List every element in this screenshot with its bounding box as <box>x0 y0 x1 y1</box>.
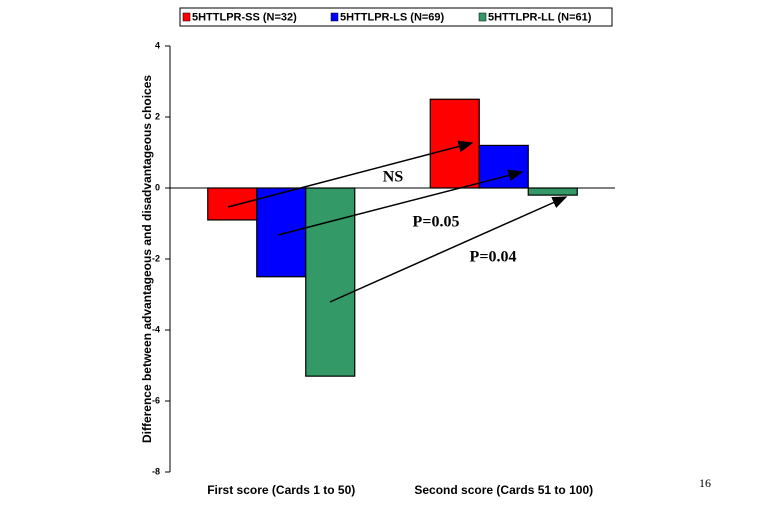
bar <box>256 187 307 278</box>
y-tick-label: -8 <box>152 466 160 476</box>
arrow <box>329 196 568 303</box>
legend-swatch <box>478 12 487 22</box>
annotation: P=0.04 <box>470 249 517 266</box>
arrow <box>227 140 474 208</box>
x-tick-label: First score (Cards 1 to 50) <box>207 483 355 497</box>
bar <box>305 187 356 377</box>
legend-label: 5HTTLPR-SS (N=32) <box>192 11 297 23</box>
x-tick-label: Second score (Cards 51 to 100) <box>414 483 593 497</box>
bar <box>207 187 258 221</box>
legend-label: 5HTTLPR-LL (N=61) <box>488 11 592 23</box>
legend-box <box>179 7 613 27</box>
arrows <box>227 140 568 303</box>
annotation: NS <box>383 169 404 186</box>
arrow <box>277 169 524 236</box>
bar <box>527 187 578 196</box>
y-tick-label: 2 <box>155 111 160 121</box>
y-tick-label: 4 <box>155 40 160 50</box>
y-tick-label: 0 <box>155 182 160 192</box>
y-tick-label: -6 <box>152 395 160 405</box>
y-tick-label: -2 <box>152 253 160 263</box>
y-axis-title: Difference between advantageous and disa… <box>140 75 154 443</box>
legend-swatch <box>330 12 339 22</box>
page-number: 16 <box>699 476 711 490</box>
annotation: P=0.05 <box>413 214 460 231</box>
legend-swatch <box>182 12 191 22</box>
y-tick-label: -4 <box>152 324 160 334</box>
legend-label: 5HTTLPR-LS (N=69) <box>340 11 445 23</box>
